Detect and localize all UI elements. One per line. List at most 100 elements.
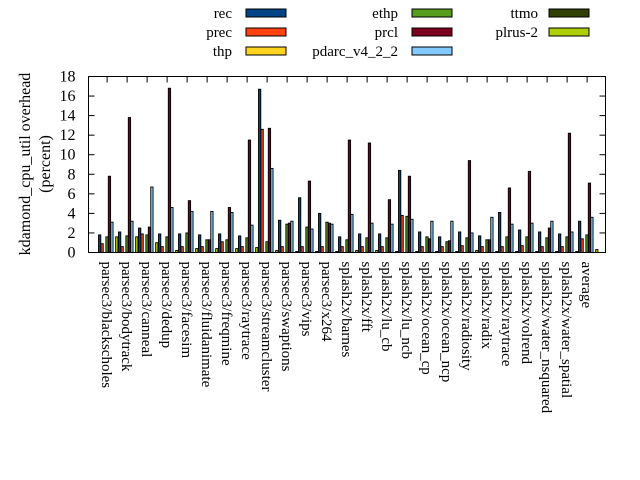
bar-prcl — [167, 87, 172, 253]
legend-item: thp — [213, 44, 287, 60]
bar-plrus-2 — [135, 236, 139, 253]
bar-prec — [240, 246, 244, 253]
bar-prec — [380, 246, 384, 253]
bar-prcl — [567, 132, 572, 253]
bar-ethp — [505, 236, 509, 253]
x-tick-label: splash2x/ocean_cp — [418, 262, 434, 375]
bar-prec — [340, 246, 344, 253]
bar-ethp — [525, 236, 529, 253]
y-tick-label: 8 — [68, 166, 76, 183]
bar-rec — [338, 236, 342, 253]
bar-prcl — [387, 199, 392, 253]
bar-prec — [420, 246, 424, 253]
bar-ethp — [585, 234, 589, 253]
bar-prcl — [427, 238, 432, 253]
y-tick-label: 12 — [60, 127, 76, 144]
y-tick-label: 16 — [60, 88, 76, 105]
y-tick-label: 0 — [68, 245, 76, 262]
bar-pdarc-v4-2-2 — [130, 220, 134, 253]
bar-prcl — [327, 222, 332, 253]
legend-item: prcl — [375, 25, 453, 41]
y-axis-title: (percent) — [37, 135, 54, 193]
bar-pdarc-v4-2-2 — [250, 224, 254, 253]
bar-prcl — [547, 227, 552, 253]
bar-ethp — [385, 237, 389, 253]
bar-prcl — [587, 182, 592, 253]
y-axis-ticks: 0 2 4 6 8 10 12 14 16 18 — [60, 69, 606, 262]
x-tick-label: splash2x/water_spatial — [558, 262, 574, 399]
bar-prcl — [487, 239, 492, 253]
bar-prcl — [467, 160, 472, 253]
bar-prec — [120, 246, 124, 253]
x-tick-label: average — [578, 262, 594, 309]
bar-ethp — [165, 236, 169, 253]
bar-plrus-2 — [115, 236, 119, 253]
bar-plrus-2 — [215, 248, 219, 253]
bar-prcl — [367, 142, 372, 253]
legend-swatch — [245, 8, 287, 18]
bar-plrus-2 — [195, 248, 199, 253]
bar-prcl — [267, 127, 272, 253]
bar-prec — [200, 246, 204, 253]
bar-prcl — [527, 170, 532, 253]
bar-pdarc-v4-2-2 — [210, 210, 214, 253]
bar-prec — [160, 246, 164, 253]
bar-pdarc-v4-2-2 — [170, 207, 174, 253]
bar-prcl — [347, 139, 352, 253]
legend-item: ethp — [372, 6, 453, 22]
bar-rec — [258, 88, 262, 253]
x-tick-label: parsec3/swaptions — [278, 262, 294, 372]
bar-prec — [500, 246, 504, 253]
x-tick-label: parsec3/facesim — [178, 262, 194, 359]
bar-ethp — [485, 239, 489, 253]
bar-prcl — [107, 175, 112, 253]
bar-pdarc-v4-2-2 — [410, 218, 414, 253]
bar-prec — [180, 246, 184, 253]
bar-ethp — [205, 239, 209, 253]
x-tick-label: parsec3/canneal — [138, 262, 154, 358]
bar-rec — [318, 212, 322, 253]
legend-item: ttmo — [510, 6, 590, 22]
bar-pdarc-v4-2-2 — [370, 222, 374, 253]
bar-prec — [560, 246, 564, 253]
bar-pdarc-v4-2-2 — [150, 186, 154, 253]
legend-swatch — [411, 8, 453, 18]
bar-prcl — [407, 175, 412, 253]
bar-ethp — [105, 236, 109, 253]
bar-prec — [440, 246, 444, 253]
bar-prcl — [147, 226, 152, 253]
bar-prcl — [447, 240, 452, 253]
bar-prec — [140, 233, 144, 253]
bar-ethp — [325, 221, 329, 253]
legend-label: prec — [206, 25, 232, 41]
bar-prcl — [247, 139, 252, 253]
bar-rec — [498, 211, 502, 253]
bar-pdarc-v4-2-2 — [350, 213, 354, 253]
bar-pdarc-v4-2-2 — [450, 220, 454, 253]
bar-prec — [360, 246, 364, 253]
x-tick-label: splash2x/radix — [478, 262, 494, 350]
bar-ethp — [305, 226, 309, 253]
bar-ethp — [125, 235, 129, 253]
x-tick-label: parsec3/vips — [298, 262, 314, 337]
bar-ethp — [145, 234, 149, 253]
bar-prec — [480, 246, 484, 253]
legend-item: plrus-2 — [496, 25, 590, 41]
bar-rec — [198, 234, 202, 253]
legend-label: pdarc_v4_2_2 — [312, 44, 398, 60]
bar-prcl — [127, 117, 132, 253]
bar-ethp — [545, 237, 549, 253]
bar-rec — [358, 233, 362, 253]
bar-prec — [220, 241, 224, 253]
bar-rec — [378, 233, 382, 253]
bar-rec — [538, 231, 542, 253]
legend-item: rec — [214, 6, 287, 22]
bar-rec — [138, 227, 142, 253]
x-tick-label: parsec3/bodytrack — [118, 262, 134, 372]
bar-plrus-2 — [155, 242, 159, 253]
bar-ethp — [185, 232, 189, 253]
bar-rec — [438, 236, 442, 253]
bar-pdarc-v4-2-2 — [290, 220, 294, 253]
legend-item: pdarc_v4_2_2 — [312, 44, 453, 60]
bar-ethp — [565, 236, 569, 253]
